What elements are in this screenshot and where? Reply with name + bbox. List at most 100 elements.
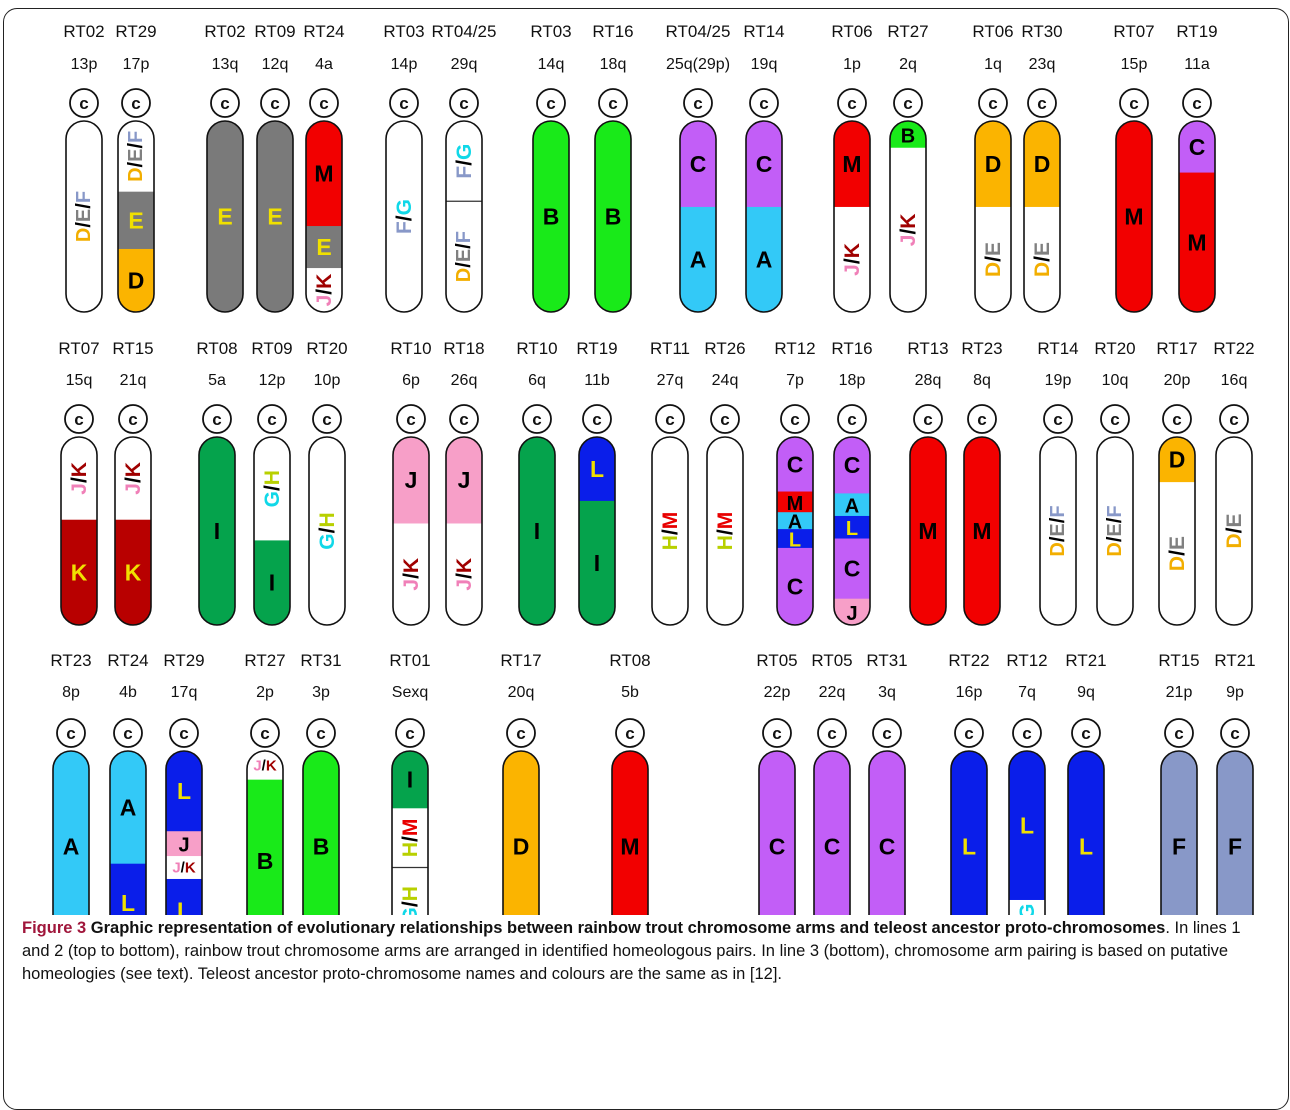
segment-e [118, 191, 154, 250]
chromosome-outline [594, 120, 632, 313]
segment-a [53, 751, 89, 915]
segment-letter: L [177, 778, 191, 804]
segment-j [393, 437, 429, 524]
segment-w [1040, 437, 1076, 625]
segment-letter: L [177, 897, 191, 915]
centromere-label: c [459, 410, 468, 429]
centromere-icon [113, 718, 143, 748]
arm-label: 5a [208, 372, 226, 389]
rt-label: RT16 [592, 22, 633, 41]
segment-letter: M [918, 518, 937, 544]
centromere-label: c [1081, 724, 1090, 743]
centromere-label: c [406, 410, 415, 429]
rt-label: RT02 [204, 22, 245, 41]
rt-label: RT23 [50, 651, 91, 670]
segment-w [309, 437, 345, 625]
chromosome-outline [308, 436, 346, 626]
segment-letter: L [789, 530, 801, 552]
chromosome-outline [391, 750, 429, 915]
segment-letter: A [788, 512, 802, 534]
segment-letter: D [128, 267, 145, 293]
arm-label: 15p [1121, 56, 1148, 73]
rt-label: RT07 [58, 339, 99, 358]
segment-i [254, 540, 290, 625]
rt-label: RT05 [756, 651, 797, 670]
centromere-icon [615, 718, 645, 748]
chromosome-outline [109, 750, 147, 915]
segment-c [746, 121, 782, 208]
chromosome-outline [1115, 120, 1153, 313]
segment-letter: D [513, 834, 530, 860]
rt-label: RT15 [1158, 651, 1199, 670]
chromosome-outline [1008, 750, 1046, 915]
rt-label: RT19 [1176, 22, 1217, 41]
centromere-label: c [608, 94, 617, 113]
chromosome-outline [302, 750, 340, 915]
centromere-label: c [903, 94, 912, 113]
segment-w [1097, 437, 1133, 625]
chromosome-outline [114, 436, 152, 626]
chromosome-rt22-16p: RT22 16p c L [948, 651, 990, 915]
segment-letter: L [962, 834, 976, 860]
rt-label: RT04/25 [432, 22, 497, 41]
segment-letter: L [1079, 834, 1093, 860]
centromere-label: c [772, 724, 781, 743]
chromosome-rt15-21q: RT15 21q c J/K K [112, 339, 154, 626]
centromere-icon [306, 718, 336, 748]
rt-label: RT20 [1094, 339, 1135, 358]
chromosome-outline [776, 436, 814, 626]
arm-label: Sexq [392, 684, 428, 701]
rt-label: RT09 [254, 22, 295, 41]
segment-label: G/H [399, 886, 422, 915]
segment-letter: C [1189, 134, 1206, 160]
segment-letter: D [1169, 447, 1186, 473]
rt-label: RT31 [300, 651, 341, 670]
segment-letter: C [824, 834, 841, 860]
segment-letter: B [901, 125, 915, 147]
arm-label: 5b [621, 684, 639, 701]
arm-label: 18p [839, 372, 866, 389]
segment-a [746, 206, 782, 312]
segment-d [1024, 121, 1060, 208]
chromosome-outline [1067, 750, 1105, 915]
centromere-icon [655, 404, 685, 434]
arm-label: 1p [843, 56, 861, 73]
segment-w [115, 437, 151, 521]
segment-letter: I [269, 570, 275, 596]
arm-label: 2q [899, 56, 917, 73]
segment-letter: M [1187, 229, 1206, 255]
chromosome-outline [1096, 436, 1134, 626]
chromosome-outline [256, 120, 294, 313]
centromere-icon [817, 718, 847, 748]
arm-label: 15q [66, 372, 93, 389]
chromosome-outline [833, 436, 871, 626]
arm-label: 7p [786, 372, 804, 389]
segment-label: J/K [453, 558, 476, 591]
arm-label: 29q [451, 56, 478, 73]
segment-letter: M [620, 834, 639, 860]
chromosome-rt03-14q: RT03 14q c B [530, 22, 572, 313]
segment-k [61, 519, 97, 625]
chromosome-outline [950, 750, 988, 915]
chromosome-outline [532, 120, 570, 313]
chromosome-rt24-4a: RT24 4a c M E J/K [303, 22, 345, 313]
rt-label: RT29 [115, 22, 156, 41]
chromosome-outline [253, 436, 291, 626]
figure-label: Figure 3 [22, 919, 87, 937]
centromere-icon [210, 88, 240, 118]
segment-label: H/M [714, 512, 737, 551]
rt-label: RT20 [306, 339, 347, 358]
centromere-label: c [123, 724, 132, 743]
arm-label: 11a [1184, 56, 1210, 73]
arm-label: 17q [171, 684, 198, 701]
centromere-icon [1027, 88, 1057, 118]
centromere-label: c [399, 94, 408, 113]
centromere-icon [872, 718, 902, 748]
centromere-label: c [212, 410, 221, 429]
segment-letter: K [71, 559, 88, 585]
arm-label: 13q [212, 56, 239, 73]
chromosome-outline [578, 436, 616, 626]
arm-label: 14q [538, 56, 565, 73]
segment-letter: F [1172, 834, 1186, 860]
centromere-icon [202, 404, 232, 434]
